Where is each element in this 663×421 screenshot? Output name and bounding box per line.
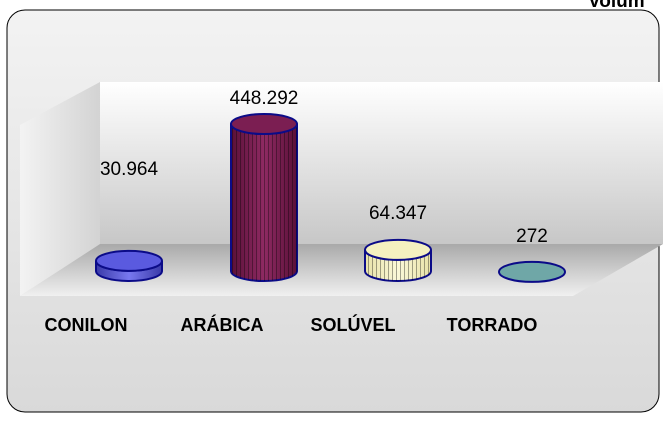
bar-torrado <box>498 260 566 283</box>
bar-top <box>498 260 566 283</box>
bar-top <box>364 238 432 261</box>
category-label: ARÁBICA <box>181 314 264 335</box>
value-label: 272 <box>516 226 548 247</box>
floor <box>20 244 663 296</box>
bar-conilon <box>95 249 163 282</box>
value-label: 64.347 <box>369 203 427 224</box>
category-label: SOLÚVEL <box>310 314 395 335</box>
bar-top <box>95 249 163 272</box>
value-label: 30.964 <box>100 159 159 180</box>
chart-labels: 30.964 CONILON 448.292 ARÁBICA 64.347 SOLÚVEL… <box>45 88 548 335</box>
chart-title: Volum <box>588 0 645 12</box>
value-label: 448.292 <box>230 88 299 109</box>
bar-texture <box>365 249 431 281</box>
bar-arábica <box>230 113 298 282</box>
category-label: TORRADO <box>447 315 538 335</box>
bar-texture <box>231 124 297 281</box>
bar-solúvel <box>364 238 432 282</box>
category-label: CONILON <box>45 315 128 335</box>
bar-top <box>230 113 298 135</box>
chart-marks <box>95 113 566 283</box>
side-wall <box>20 82 100 296</box>
